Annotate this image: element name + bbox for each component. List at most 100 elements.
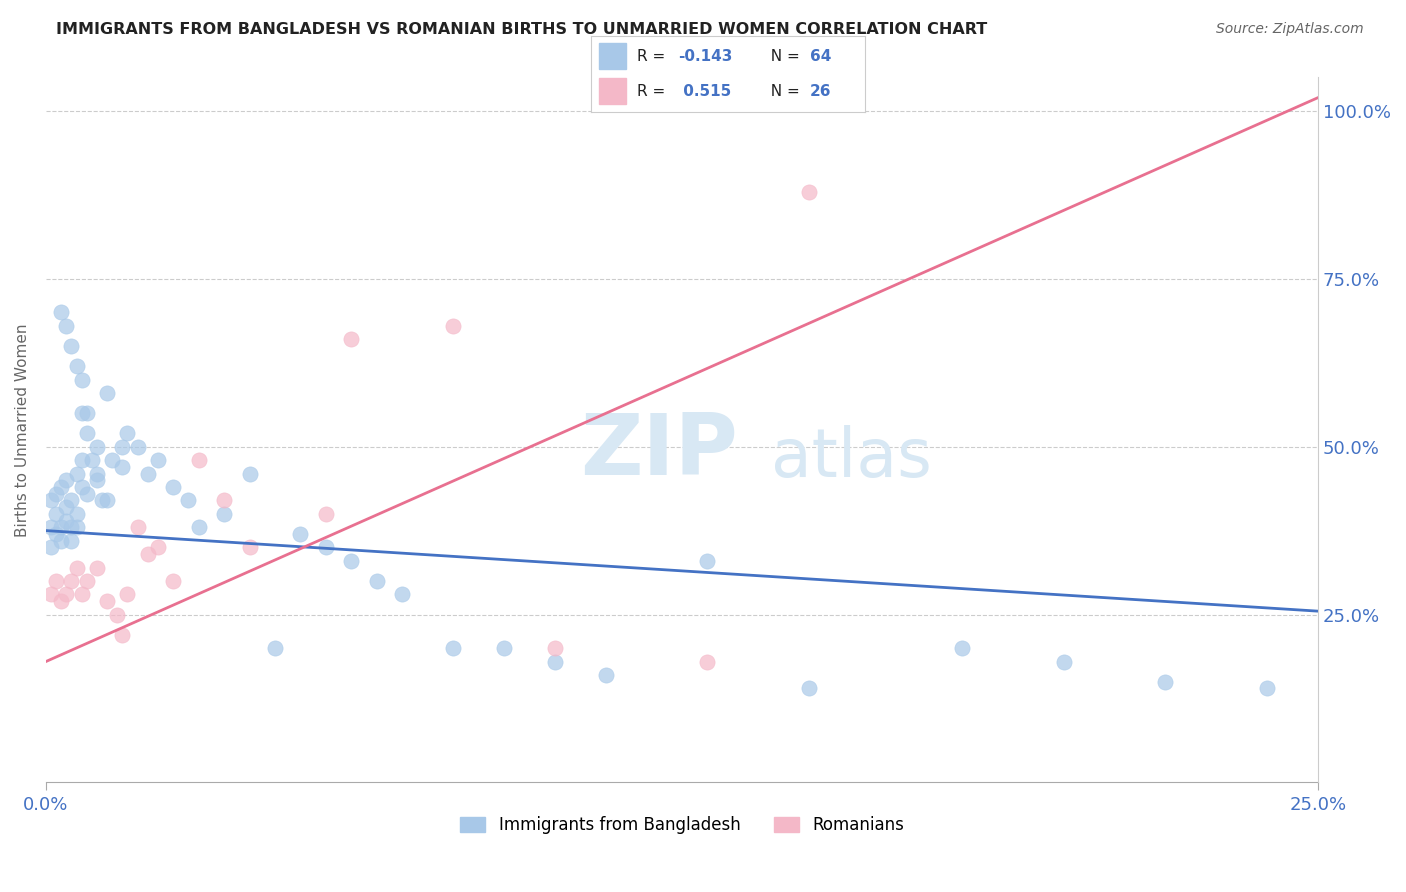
Point: [65, 520, 87, 534]
Point: [162, 574, 184, 588]
Point: [212, 507, 235, 521]
Point: [238, 541, 260, 555]
Point: [315, 541, 337, 555]
Point: [212, 493, 235, 508]
Y-axis label: Births to Unmarried Women: Births to Unmarried Women: [15, 323, 30, 537]
Point: [391, 587, 413, 601]
Text: IMMIGRANTS FROM BANGLADESH VS ROMANIAN BIRTHS TO UNMARRIED WOMEN CORRELATION CHA: IMMIGRANTS FROM BANGLADESH VS ROMANIAN B…: [56, 22, 987, 37]
Point: [45, 507, 67, 521]
Point: [544, 655, 567, 669]
Point: [101, 453, 124, 467]
Text: atlas: atlas: [770, 425, 932, 491]
Point: [799, 185, 821, 199]
Point: [55, 473, 77, 487]
Point: [45, 486, 67, 500]
Point: [111, 459, 134, 474]
Point: [65, 560, 87, 574]
Point: [105, 607, 128, 622]
Point: [70, 372, 93, 386]
Point: [127, 520, 149, 534]
Point: [117, 587, 139, 601]
Text: Source: ZipAtlas.com: Source: ZipAtlas.com: [1216, 22, 1364, 37]
Point: [290, 527, 312, 541]
Point: [441, 641, 464, 656]
Text: 0.515: 0.515: [678, 84, 731, 98]
Text: 64: 64: [810, 49, 831, 63]
Point: [76, 574, 98, 588]
Text: R =: R =: [637, 49, 671, 63]
Point: [96, 594, 118, 608]
Point: [51, 533, 73, 548]
Text: N =: N =: [761, 49, 804, 63]
Point: [187, 520, 209, 534]
Point: [146, 453, 169, 467]
Point: [136, 547, 159, 561]
Point: [127, 440, 149, 454]
Point: [86, 560, 108, 574]
Text: ZIP: ZIP: [581, 409, 738, 492]
Point: [162, 480, 184, 494]
Point: [76, 426, 98, 441]
Bar: [599, 44, 626, 69]
Point: [51, 305, 73, 319]
Point: [65, 467, 87, 481]
Point: [45, 574, 67, 588]
Text: -0.143: -0.143: [678, 49, 733, 63]
Point: [86, 467, 108, 481]
Point: [51, 594, 73, 608]
Point: [55, 500, 77, 514]
Point: [340, 554, 363, 568]
Point: [595, 668, 617, 682]
Point: [55, 514, 77, 528]
Point: [65, 507, 87, 521]
Point: [70, 406, 93, 420]
Point: [45, 527, 67, 541]
Text: N =: N =: [761, 84, 804, 98]
Point: [492, 641, 515, 656]
Point: [1154, 674, 1177, 689]
Point: [111, 440, 134, 454]
Point: [55, 318, 77, 333]
Point: [187, 453, 209, 467]
Point: [60, 520, 83, 534]
Point: [60, 533, 83, 548]
Point: [117, 426, 139, 441]
Point: [340, 332, 363, 346]
Point: [441, 318, 464, 333]
Point: [96, 493, 118, 508]
Point: [76, 406, 98, 420]
Point: [264, 641, 287, 656]
Point: [70, 587, 93, 601]
Text: R =: R =: [637, 84, 671, 98]
Bar: [599, 78, 626, 104]
Text: 26: 26: [810, 84, 831, 98]
Legend: Immigrants from Bangladesh, Romanians: Immigrants from Bangladesh, Romanians: [460, 816, 904, 834]
Point: [696, 655, 718, 669]
Point: [1256, 681, 1278, 696]
Point: [60, 574, 83, 588]
Point: [799, 681, 821, 696]
Point: [315, 507, 337, 521]
Point: [80, 453, 103, 467]
Point: [696, 554, 718, 568]
Point: [366, 574, 388, 588]
Point: [544, 641, 567, 656]
Point: [136, 467, 159, 481]
Point: [238, 467, 260, 481]
Point: [86, 473, 108, 487]
Point: [60, 493, 83, 508]
Point: [146, 541, 169, 555]
Point: [39, 587, 62, 601]
Point: [1053, 655, 1076, 669]
Point: [111, 627, 134, 641]
Point: [76, 486, 98, 500]
Point: [51, 520, 73, 534]
Point: [55, 587, 77, 601]
Point: [39, 520, 62, 534]
Point: [70, 453, 93, 467]
Point: [177, 493, 200, 508]
Point: [60, 339, 83, 353]
Point: [91, 493, 114, 508]
Point: [86, 440, 108, 454]
Point: [950, 641, 973, 656]
